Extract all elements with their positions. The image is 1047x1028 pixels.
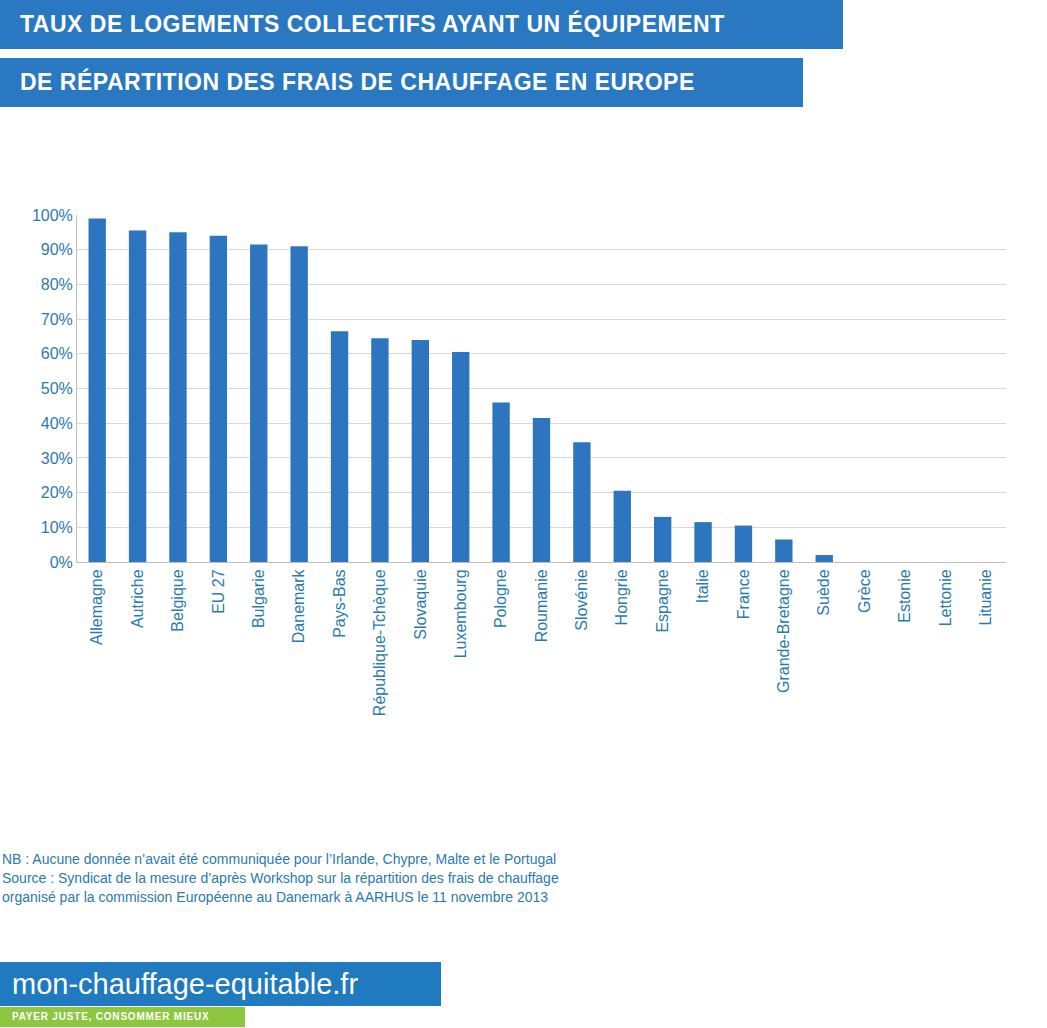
svg-text:60%: 60% — [41, 345, 73, 362]
svg-text:Grande-Bretagne: Grande-Bretagne — [775, 569, 792, 693]
svg-text:EU 27: EU 27 — [210, 569, 227, 614]
svg-text:Allemagne: Allemagne — [88, 569, 105, 645]
html-text:NB : Aucune donnée n’avait été: NB : Aucune donnée n’avait été communiqu… — [2, 851, 557, 867]
svg-text:Slovaquie: Slovaquie — [412, 569, 429, 639]
svg-text:40%: 40% — [41, 415, 73, 432]
svg-text:Slovénie: Slovénie — [573, 569, 590, 630]
svg-text:Italie: Italie — [694, 569, 711, 603]
svg-text:Hongrie: Hongrie — [613, 569, 630, 625]
svg-text:Espagne: Espagne — [654, 569, 671, 632]
svg-text:80%: 80% — [41, 276, 73, 293]
svg-text:20%: 20% — [41, 484, 73, 501]
html-text:TAUX DE LOGEMENTS COLLECTIFS A: TAUX DE LOGEMENTS COLLECTIFS AYANT UN ÉQ… — [20, 11, 725, 37]
svg-text:90%: 90% — [41, 241, 73, 258]
svg-text:Roumanie: Roumanie — [533, 569, 550, 642]
svg-text:Lituanie: Lituanie — [977, 569, 994, 625]
svg-text:30%: 30% — [41, 450, 73, 467]
svg-text:Pologne: Pologne — [492, 569, 509, 628]
html-text:DE RÉPARTITION DES FRAIS DE CH: DE RÉPARTITION DES FRAIS DE CHAUFFAGE EN… — [20, 69, 695, 95]
svg-text:Suède: Suède — [815, 569, 832, 615]
svg-text:Grèce: Grèce — [856, 569, 873, 613]
html-text:organisé par la commission Eur: organisé par la commission Européenne au… — [2, 889, 548, 905]
svg-text:Bulgarie: Bulgarie — [250, 569, 267, 628]
svg-text:France: France — [735, 569, 752, 619]
svg-text:Estonie: Estonie — [896, 569, 913, 622]
svg-text:100%: 100% — [32, 207, 73, 224]
svg-text:0%: 0% — [50, 554, 73, 571]
html-text:Source : Syndicat de la mesure: Source : Syndicat de la mesure d’après W… — [2, 870, 559, 886]
html-text:mon-chauffage-equitable.fr: mon-chauffage-equitable.fr — [12, 968, 359, 1000]
svg-text:Pays-Bas: Pays-Bas — [331, 569, 348, 637]
svg-text:Luxembourg: Luxembourg — [452, 569, 469, 658]
svg-text:Belgique: Belgique — [169, 569, 186, 631]
svg-text:Danemark: Danemark — [290, 568, 307, 643]
svg-text:70%: 70% — [41, 311, 73, 328]
svg-text:Lettonie: Lettonie — [937, 569, 954, 626]
svg-text:Autriche: Autriche — [129, 569, 146, 628]
svg-text:10%: 10% — [41, 519, 73, 536]
svg-text:50%: 50% — [41, 380, 73, 397]
svg-text:République-Tchèque: République-Tchèque — [371, 569, 388, 716]
html-text:PAYER JUSTE, CONSOMMER MIEUX: PAYER JUSTE, CONSOMMER MIEUX — [12, 1011, 210, 1022]
